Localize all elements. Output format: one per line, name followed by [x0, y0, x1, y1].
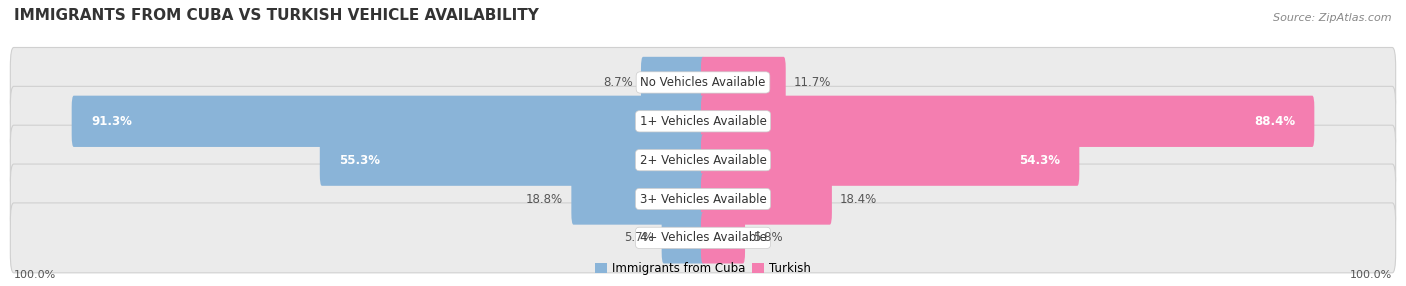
FancyBboxPatch shape	[10, 203, 1396, 273]
FancyBboxPatch shape	[641, 57, 704, 108]
Text: 100.0%: 100.0%	[14, 270, 56, 279]
Text: 88.4%: 88.4%	[1254, 115, 1295, 128]
FancyBboxPatch shape	[702, 173, 832, 225]
Legend: Immigrants from Cuba, Turkish: Immigrants from Cuba, Turkish	[591, 258, 815, 280]
FancyBboxPatch shape	[702, 134, 1080, 186]
FancyBboxPatch shape	[10, 86, 1396, 156]
Text: 55.3%: 55.3%	[339, 154, 380, 167]
FancyBboxPatch shape	[319, 134, 704, 186]
FancyBboxPatch shape	[10, 125, 1396, 195]
FancyBboxPatch shape	[571, 173, 704, 225]
Text: 18.4%: 18.4%	[841, 192, 877, 206]
FancyBboxPatch shape	[72, 96, 704, 147]
FancyBboxPatch shape	[10, 47, 1396, 118]
Text: 1+ Vehicles Available: 1+ Vehicles Available	[640, 115, 766, 128]
Text: 91.3%: 91.3%	[91, 115, 132, 128]
Text: 5.7%: 5.7%	[624, 231, 654, 244]
Text: 11.7%: 11.7%	[794, 76, 831, 89]
Text: 5.8%: 5.8%	[754, 231, 783, 244]
FancyBboxPatch shape	[702, 96, 1315, 147]
Text: IMMIGRANTS FROM CUBA VS TURKISH VEHICLE AVAILABILITY: IMMIGRANTS FROM CUBA VS TURKISH VEHICLE …	[14, 8, 538, 23]
Text: 2+ Vehicles Available: 2+ Vehicles Available	[640, 154, 766, 167]
Text: 18.8%: 18.8%	[526, 192, 562, 206]
FancyBboxPatch shape	[702, 212, 745, 263]
FancyBboxPatch shape	[662, 212, 704, 263]
Text: 3+ Vehicles Available: 3+ Vehicles Available	[640, 192, 766, 206]
Text: No Vehicles Available: No Vehicles Available	[640, 76, 766, 89]
Text: 4+ Vehicles Available: 4+ Vehicles Available	[640, 231, 766, 244]
FancyBboxPatch shape	[10, 164, 1396, 234]
Text: 54.3%: 54.3%	[1019, 154, 1060, 167]
Text: 100.0%: 100.0%	[1350, 270, 1392, 279]
Text: Source: ZipAtlas.com: Source: ZipAtlas.com	[1274, 13, 1392, 23]
FancyBboxPatch shape	[702, 57, 786, 108]
Text: 8.7%: 8.7%	[603, 76, 633, 89]
